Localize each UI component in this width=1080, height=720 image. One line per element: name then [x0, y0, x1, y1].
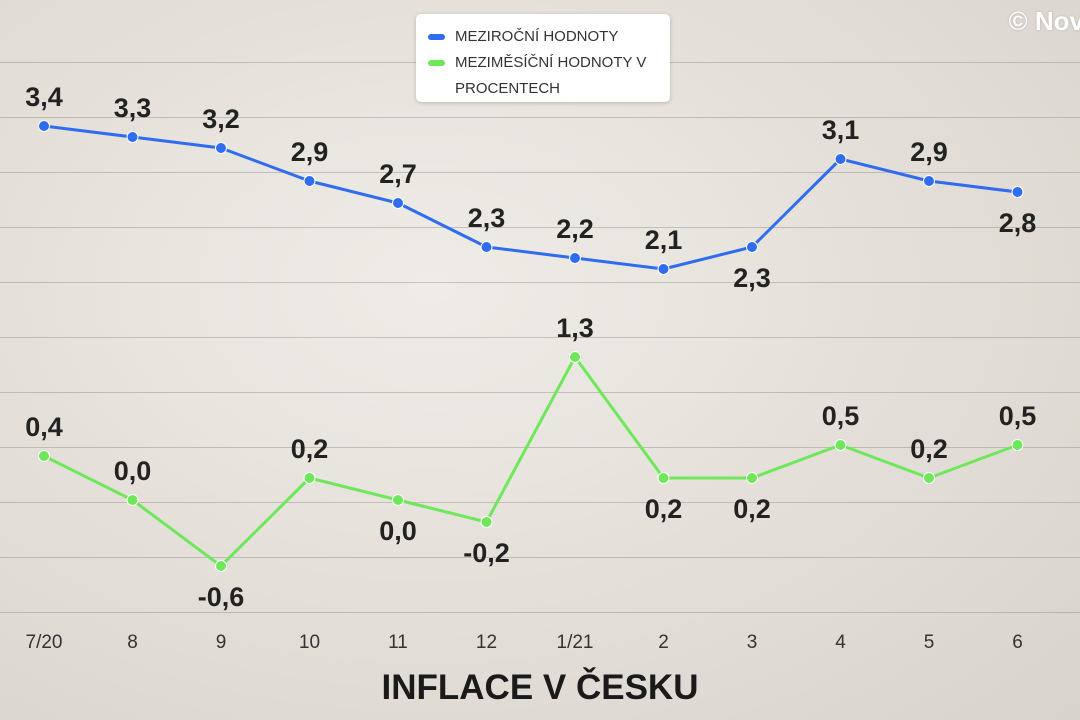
data-point — [657, 472, 670, 484]
value-label: 0,2 — [645, 494, 683, 524]
background-grid — [0, 0, 1080, 620]
data-point — [569, 252, 581, 264]
value-label: 1,3 — [556, 313, 594, 343]
x-tick-label: 7/20 — [26, 632, 63, 653]
data-point — [38, 120, 50, 132]
data-point — [480, 241, 493, 253]
data-point — [126, 131, 139, 143]
data-point — [746, 241, 758, 253]
data-point — [746, 472, 758, 484]
data-point — [923, 175, 935, 187]
value-label: 2,9 — [291, 137, 329, 167]
value-label: 3,4 — [25, 82, 63, 112]
data-point — [834, 439, 847, 451]
series-line — [43, 124, 1018, 271]
x-tick-label: 2 — [658, 632, 669, 653]
chart-title: INFLACE V ČESKU — [381, 668, 699, 707]
value-label: 0,2 — [733, 494, 771, 524]
legend: MEZIROČNÍ HODNOTY MEZIMĚSÍČNÍ HODNOTY V P… — [416, 14, 670, 102]
data-point — [569, 351, 581, 363]
value-label: 2,3 — [733, 263, 771, 293]
legend-label: MEZIMĚSÍČNÍ HODNOTY V PROCENTECH — [455, 54, 647, 97]
value-label: 0,5 — [999, 401, 1037, 431]
x-tick-label: 5 — [924, 632, 935, 653]
value-label: 0,4 — [25, 412, 63, 442]
value-label: 2,8 — [999, 208, 1037, 238]
value-label: -0,6 — [198, 582, 245, 612]
value-label: 0,0 — [114, 456, 152, 486]
series-line — [43, 355, 1019, 568]
value-label: 2,7 — [379, 159, 417, 189]
legend-swatch — [428, 60, 445, 66]
legend-item: MEZIMĚSÍČNÍ HODNOTY V PROCENTECH — [428, 50, 660, 102]
value-label: 3,1 — [822, 115, 860, 145]
data-point — [215, 142, 227, 154]
x-tick-label: 1/21 — [557, 632, 594, 653]
x-tick-label: 11 — [388, 632, 408, 653]
value-label: 3,3 — [114, 93, 152, 123]
x-tick-label: 12 — [476, 632, 497, 653]
x-tick-label: 9 — [216, 632, 227, 653]
data-point — [392, 494, 404, 506]
data-point — [480, 516, 493, 528]
x-tick-label: 3 — [747, 632, 758, 653]
legend-swatch — [428, 34, 445, 40]
data-point — [1011, 186, 1024, 198]
data-point — [215, 560, 227, 572]
x-tick-label: 8 — [127, 632, 138, 653]
x-tick-label: 6 — [1012, 632, 1023, 653]
value-label: 0,2 — [291, 434, 329, 464]
copyright: © Nov — [1008, 6, 1080, 36]
value-label: 2,9 — [910, 137, 948, 167]
value-label: 3,2 — [202, 104, 240, 134]
data-point — [126, 494, 139, 506]
data-point — [1011, 439, 1024, 451]
data-point — [657, 263, 670, 275]
x-tick-label: 4 — [835, 632, 846, 653]
x-tick-label: 10 — [299, 632, 320, 653]
value-label: 0,5 — [822, 401, 860, 431]
value-label: 2,1 — [645, 225, 683, 255]
data-point — [38, 450, 50, 462]
data-point — [923, 472, 935, 484]
value-label: 2,3 — [468, 203, 506, 233]
value-label: -0,2 — [463, 538, 510, 568]
value-label: 0,2 — [910, 434, 948, 464]
data-point — [834, 153, 847, 165]
data-point — [392, 197, 404, 209]
legend-item: MEZIROČNÍ HODNOTY — [428, 24, 660, 50]
value-label: 2,2 — [556, 214, 594, 244]
legend-label: MEZIROČNÍ HODNOTY — [455, 28, 619, 45]
value-label: 0,0 — [379, 516, 417, 546]
data-point — [303, 472, 316, 484]
data-point — [303, 175, 316, 187]
